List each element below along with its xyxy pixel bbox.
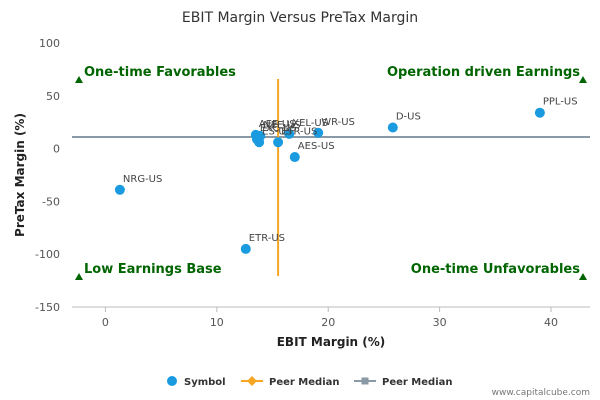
quadrant-labels: One-time Favorables Operation driven Earn…: [75, 65, 587, 280]
legend-symbol-marker: [167, 376, 177, 386]
legend-peer-median-y-label: Peer Median: [382, 377, 453, 388]
legend-item-symbol[interactable]: Symbol: [167, 376, 226, 388]
legend-item-peer-median-x[interactable]: Peer Median: [241, 376, 340, 388]
quadrant-label-top-right: Operation driven Earnings: [387, 65, 580, 80]
legend-peer-median-x-label: Peer Median: [269, 377, 340, 388]
data-point: [534, 107, 545, 118]
x-tick-label: 0: [102, 316, 109, 329]
point-label: ETR-US: [281, 126, 317, 137]
point-label: NRG-US: [123, 174, 162, 185]
quadrant-marker-bottom-left: [75, 273, 83, 280]
legend-peer-median-x-marker: [247, 376, 257, 386]
point-labels: PPL-USD-USXEL-USWR-USAEE-USNEE-USEXC-USE…: [123, 97, 578, 244]
data-point: [273, 137, 284, 148]
legend-item-peer-median-y[interactable]: Peer Median: [354, 377, 453, 388]
data-point: [240, 243, 251, 254]
y-tick-label: 100: [39, 37, 60, 50]
data-point: [254, 137, 265, 148]
y-tick-label: 50: [46, 90, 60, 103]
x-tick-label: 40: [544, 316, 558, 329]
x-tick-label: 10: [210, 316, 224, 329]
x-ticks: 0 10 20 30 40: [102, 307, 558, 329]
point-label: PPL-US: [543, 97, 578, 108]
y-tick-label: -50: [42, 195, 60, 208]
point-label: ES-US: [262, 126, 292, 137]
x-tick-label: 20: [321, 316, 335, 329]
point-label: AES-US: [298, 141, 335, 152]
point-label: ETR-US: [249, 233, 285, 244]
data-points: [114, 107, 545, 254]
y-ticks: -150 -100 -50 0 50 100: [35, 37, 60, 314]
quadrant-marker-top-right: [579, 76, 587, 83]
quadrant-label-top-left: One-time Favorables: [84, 65, 236, 80]
quadrant-label-bottom-right: One-time Unfavorables: [411, 262, 580, 277]
data-point: [114, 184, 125, 195]
data-point: [289, 152, 300, 163]
x-tick-label: 30: [433, 316, 447, 329]
quadrant-marker-top-left: [75, 76, 83, 83]
point-label: XEL-US: [292, 118, 328, 129]
y-axis-label: PreTax Margin (%): [13, 113, 27, 237]
point-label: D-US: [396, 111, 421, 122]
data-point: [284, 128, 295, 139]
chart-title: EBIT Margin Versus PreTax Margin: [182, 10, 418, 26]
point-label: EXC-US: [260, 123, 297, 134]
quadrant-marker-bottom-right: [579, 273, 587, 280]
y-tick-label: -150: [35, 301, 60, 314]
y-tick-label: 0: [53, 143, 60, 156]
data-point: [313, 127, 324, 138]
plot-area: 0 10 20 30 40 -150 -100 -50 0 50 100 PPL-US D-US XE…: [35, 37, 590, 329]
y-tick-label: -100: [35, 248, 60, 261]
quadrant-label-bottom-left: Low Earnings Base: [84, 262, 222, 277]
legend-symbol-label: Symbol: [184, 377, 226, 388]
legend: Symbol Peer Median Peer Median: [167, 376, 453, 388]
point-label: WR-US: [321, 117, 355, 128]
data-point: [387, 122, 398, 133]
point-label: AEE-US: [259, 119, 296, 130]
point-label: NEE-US: [263, 120, 300, 131]
legend-peer-median-y-marker: [361, 377, 369, 385]
credit-text: www.capitalcube.com: [492, 388, 590, 398]
x-axis-label: EBIT Margin (%): [277, 335, 386, 349]
